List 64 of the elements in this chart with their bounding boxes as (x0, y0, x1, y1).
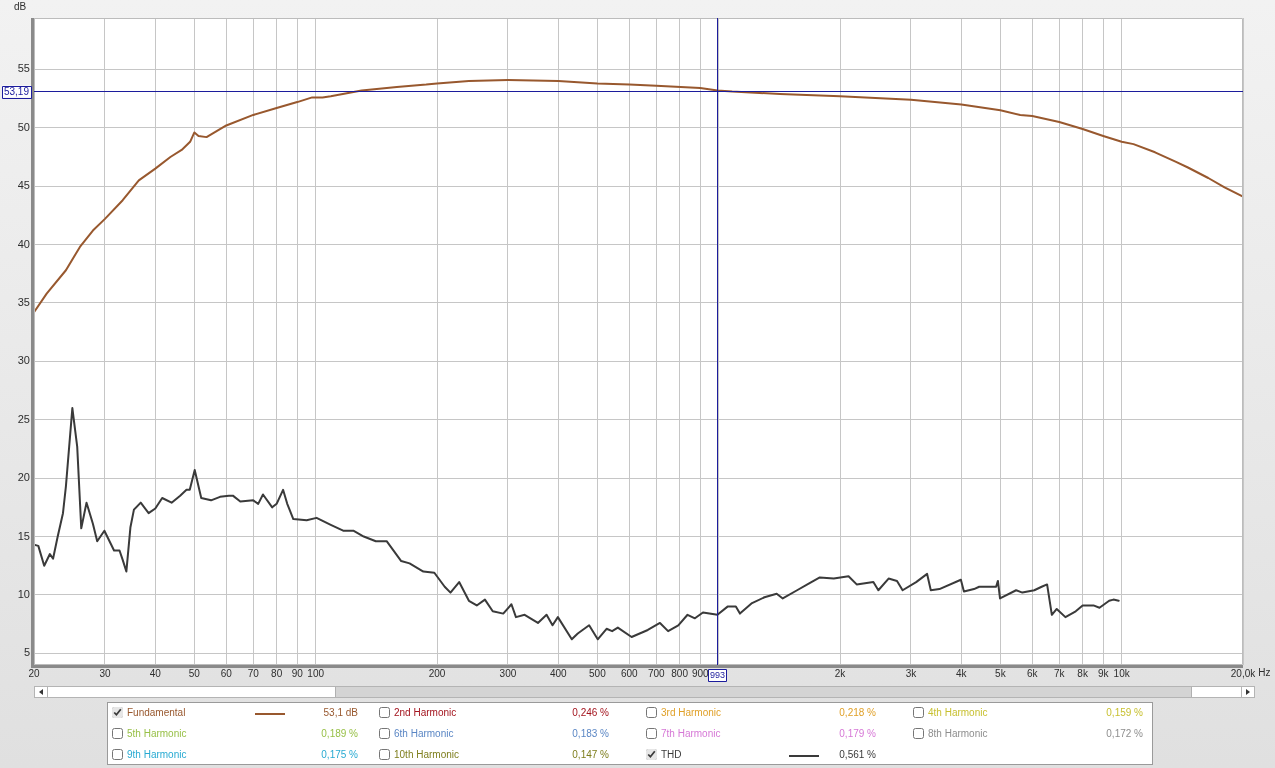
legend-label: 4th Harmonic (928, 706, 988, 720)
y-tick-label: 30 (17, 354, 30, 367)
x-tick-label: 100 (307, 667, 325, 679)
legend-label: 3rd Harmonic (661, 706, 722, 720)
legend-label: 9th Harmonic (127, 748, 187, 762)
y-tick-label: 50 (17, 120, 30, 133)
x-tick-label: 40 (149, 667, 162, 679)
y-tick-label: 25 (17, 412, 30, 425)
y-tick-label: 10 (17, 587, 30, 600)
x-tick-label: 800 (671, 667, 689, 679)
x-tick-label: 6k (1027, 667, 1039, 679)
text: 0,246 % (572, 706, 609, 720)
ref-line-label: 993 (709, 669, 726, 680)
x-tick-label: 80 (271, 667, 283, 679)
x-tick-label: 200 (428, 667, 446, 679)
legend-label: 6th Harmonic (394, 727, 454, 741)
x-tick-label: 30 (99, 667, 111, 679)
x-tick-label: 400 (549, 667, 568, 679)
ref-line-label: 53,19 (3, 85, 30, 97)
text: 0,179 % (839, 727, 876, 741)
x-tick-label: 90 (291, 667, 304, 679)
x-tick-label: 9k (1097, 667, 1110, 679)
x-tick-label: 70 (247, 667, 260, 679)
x-tick-label: 5k (995, 667, 1007, 679)
x-tick-label: 50 (188, 667, 201, 679)
text: 0,147 % (572, 748, 609, 762)
text: 0,172 % (1106, 727, 1143, 741)
x-tick-label: 500 (589, 667, 607, 679)
y-tick-label: 35 (17, 295, 30, 308)
y-tick-label: 40 (17, 237, 30, 250)
text: THD (661, 748, 682, 762)
legend-label: 2nd Harmonic (394, 706, 457, 720)
y-tick-label: 20 (17, 471, 30, 484)
text: 0,218 % (839, 706, 876, 720)
y-tick-label: 15 (17, 529, 30, 542)
y-axis-title: dB (13, 0, 27, 12)
x-tick-label: 900 (691, 667, 710, 679)
x-tick-label: 4k (956, 667, 968, 679)
legend-label: 5th Harmonic (127, 727, 187, 741)
y-tick-label: 45 (17, 179, 30, 192)
x-tick-label: 700 (647, 667, 666, 679)
text: 0,159 % (1106, 706, 1143, 720)
x-axis-title: Hz (1258, 666, 1271, 678)
x-tick-label: 8k (1077, 667, 1089, 679)
x-tick-label: 60 (220, 667, 233, 679)
y-tick-label: 55 (17, 62, 30, 75)
text: 53,1 dB (323, 706, 358, 720)
legend-label: 7th Harmonic (661, 727, 721, 741)
x-tick-label: 20,0k (1230, 667, 1257, 679)
y-tick-label: 5 (23, 646, 30, 659)
x-tick-label: 600 (620, 667, 639, 679)
x-tick-label: 3k (905, 667, 918, 679)
text: Fundamental (127, 706, 186, 720)
text: 0,561 % (839, 748, 876, 762)
x-tick-label: 20 (28, 667, 40, 679)
x-tick-label: 7k (1053, 667, 1066, 679)
x-tick-label: 300 (499, 667, 517, 679)
x-tick-label: 2k (834, 667, 847, 679)
x-tick-label: 10k (1113, 667, 1131, 679)
text: 0,175 % (321, 748, 358, 762)
legend-label: 10th Harmonic (394, 748, 460, 762)
text: 0,189 % (321, 727, 358, 741)
text: 0,183 % (572, 727, 609, 741)
legend-label: 8th Harmonic (928, 727, 988, 741)
